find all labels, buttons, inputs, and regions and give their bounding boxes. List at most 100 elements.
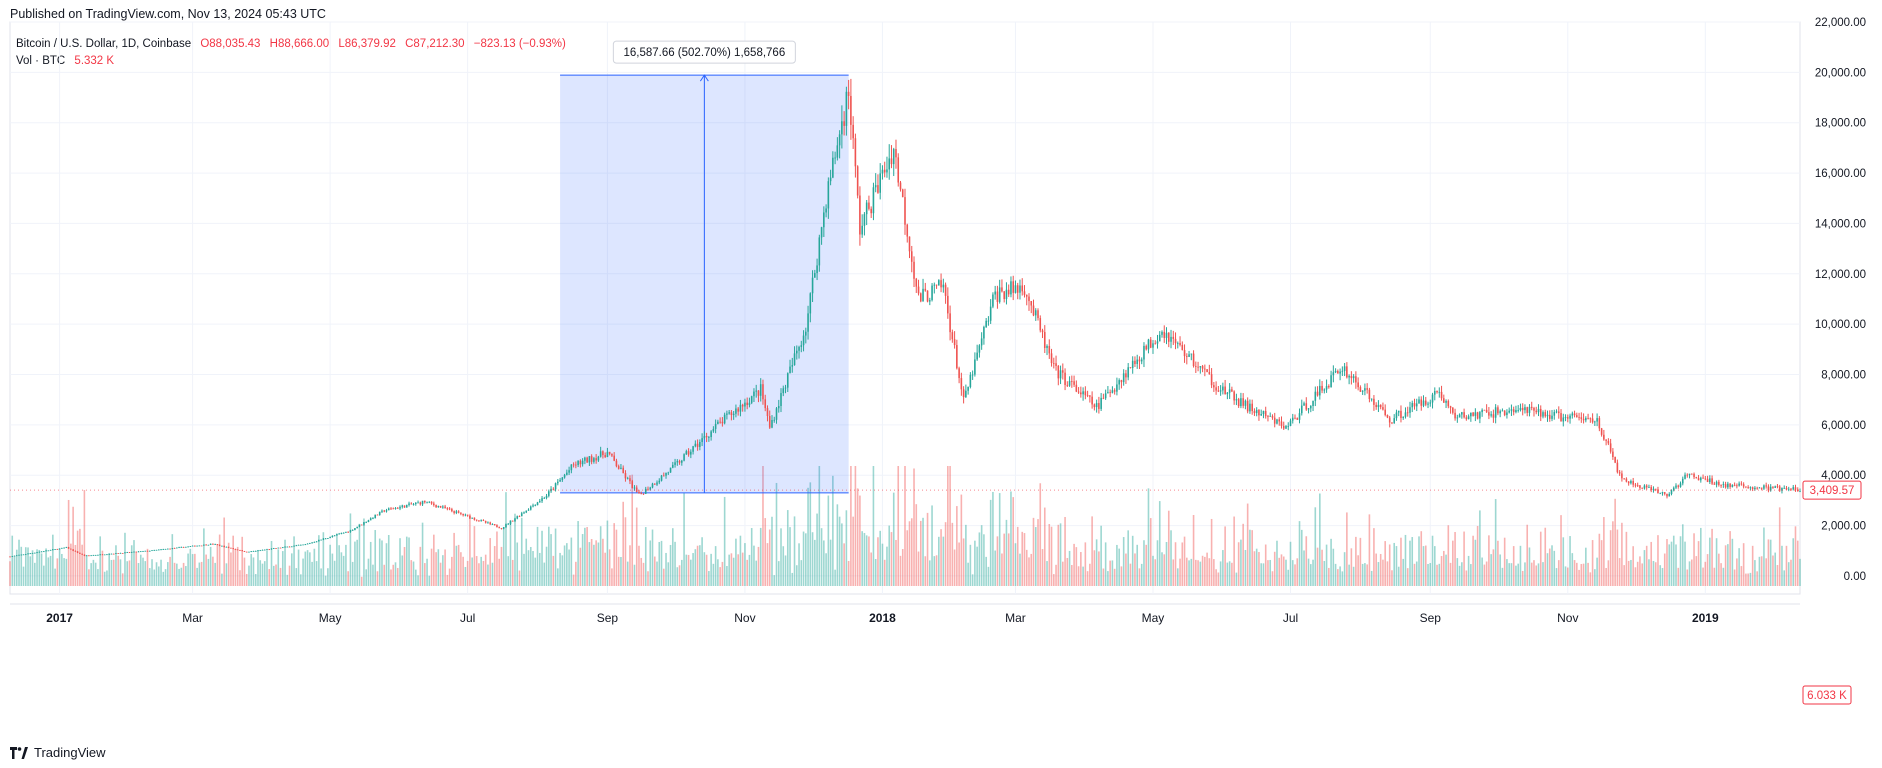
candle-body xyxy=(757,390,760,396)
candle-body xyxy=(1179,342,1181,345)
volume-bar xyxy=(1463,531,1465,586)
candle-body xyxy=(1145,345,1148,350)
candle-body xyxy=(820,227,823,238)
volume-bar xyxy=(768,529,771,586)
volume-bar xyxy=(392,564,395,586)
volume-bar xyxy=(1316,547,1319,586)
volume-bar xyxy=(1542,562,1544,586)
volume-bar xyxy=(1427,563,1429,586)
volume-bar xyxy=(1314,507,1317,586)
candle-body xyxy=(196,545,198,547)
footer-brand[interactable]: TradingView xyxy=(34,745,106,760)
candle-body xyxy=(969,374,972,388)
candle-body xyxy=(868,202,870,209)
candle-body xyxy=(1167,332,1170,342)
volume-bar xyxy=(1600,540,1603,586)
candle-body xyxy=(1587,418,1589,419)
candle-body xyxy=(487,522,489,524)
candle-body xyxy=(1715,481,1718,485)
candle-body xyxy=(1530,406,1533,408)
volume-bar xyxy=(1370,570,1373,586)
volume-bar xyxy=(1167,510,1170,586)
candle-body xyxy=(518,516,521,518)
candle-body xyxy=(1303,403,1305,406)
candle-body xyxy=(1156,341,1159,344)
candle-body xyxy=(1273,417,1276,424)
candle-body xyxy=(374,514,377,519)
legend-volume-row: Vol · BTC 5.332 K xyxy=(16,53,566,70)
volume-bar xyxy=(1071,565,1073,586)
tradingview-logo-glyph xyxy=(10,746,28,759)
volume-bar xyxy=(1080,552,1082,586)
candle-body xyxy=(1508,410,1510,413)
candle-body xyxy=(311,542,313,544)
volume-bar xyxy=(424,563,426,586)
volume-bar xyxy=(825,553,827,586)
volume-bar xyxy=(908,521,911,586)
volume-bar xyxy=(405,536,408,586)
volume-bar xyxy=(1790,559,1792,586)
volume-bar xyxy=(403,546,406,586)
volume-bar xyxy=(987,566,990,586)
candle-body xyxy=(584,457,586,461)
candle-body xyxy=(1772,486,1774,488)
volume-bar xyxy=(933,556,936,586)
volume-bar xyxy=(43,565,45,586)
candle-body xyxy=(545,495,548,499)
candle-body xyxy=(559,479,561,482)
candle-body xyxy=(746,402,748,406)
candle-body xyxy=(1330,375,1332,388)
candle-body xyxy=(983,326,985,339)
candle-body xyxy=(268,549,271,551)
candle-body xyxy=(309,543,311,545)
candle-body xyxy=(1503,410,1506,416)
legend-volume-label[interactable]: Vol · BTC xyxy=(16,55,66,67)
candle-body xyxy=(1681,478,1684,484)
candle-body xyxy=(205,544,207,546)
volume-bar xyxy=(1077,566,1080,586)
candle-body xyxy=(1657,489,1659,494)
candle-body xyxy=(1404,412,1407,417)
volume-bar xyxy=(606,520,609,586)
volume-bar xyxy=(509,520,512,586)
volume-bar xyxy=(1325,544,1328,586)
x-tick-label: 2018 xyxy=(869,611,896,625)
volume-bar xyxy=(1760,556,1763,586)
candle-body xyxy=(248,551,250,553)
volume-bar xyxy=(541,530,543,586)
candle-body xyxy=(1285,425,1287,429)
volume-bar xyxy=(1086,571,1089,586)
volume-bar xyxy=(678,565,681,586)
volume-bar xyxy=(949,466,951,586)
volume-bar xyxy=(820,528,823,586)
volume-bar xyxy=(511,559,514,586)
volume-bar xyxy=(178,568,180,586)
candle-body xyxy=(392,508,395,510)
y-tick-label: 20,000.00 xyxy=(1815,67,1866,79)
candle-body xyxy=(1643,485,1646,489)
volume-bar xyxy=(795,565,798,586)
volume-bar xyxy=(1452,540,1454,586)
candle-body xyxy=(358,524,361,527)
volume-bar xyxy=(475,556,478,586)
candle-body xyxy=(1364,388,1366,391)
y-tick-label: 10,000.00 xyxy=(1815,319,1866,331)
candle-body xyxy=(1720,484,1722,486)
volume-bar xyxy=(1388,544,1391,586)
volume-bar xyxy=(1391,570,1393,586)
candle-body xyxy=(1557,411,1560,414)
candle-body xyxy=(1436,391,1438,393)
x-tick-label: Nov xyxy=(734,611,755,625)
tradingview-logo-icon[interactable] xyxy=(10,746,28,759)
volume-bar xyxy=(1073,543,1075,586)
candle-body xyxy=(1535,410,1538,413)
volume-bar xyxy=(1062,561,1064,586)
volume-bar xyxy=(570,537,573,586)
volume-bar xyxy=(9,561,11,586)
volume-bar xyxy=(732,557,735,586)
candle-body xyxy=(394,507,397,509)
candle-body xyxy=(306,543,309,545)
candle-body xyxy=(1539,408,1542,417)
volume-bar xyxy=(647,571,649,586)
